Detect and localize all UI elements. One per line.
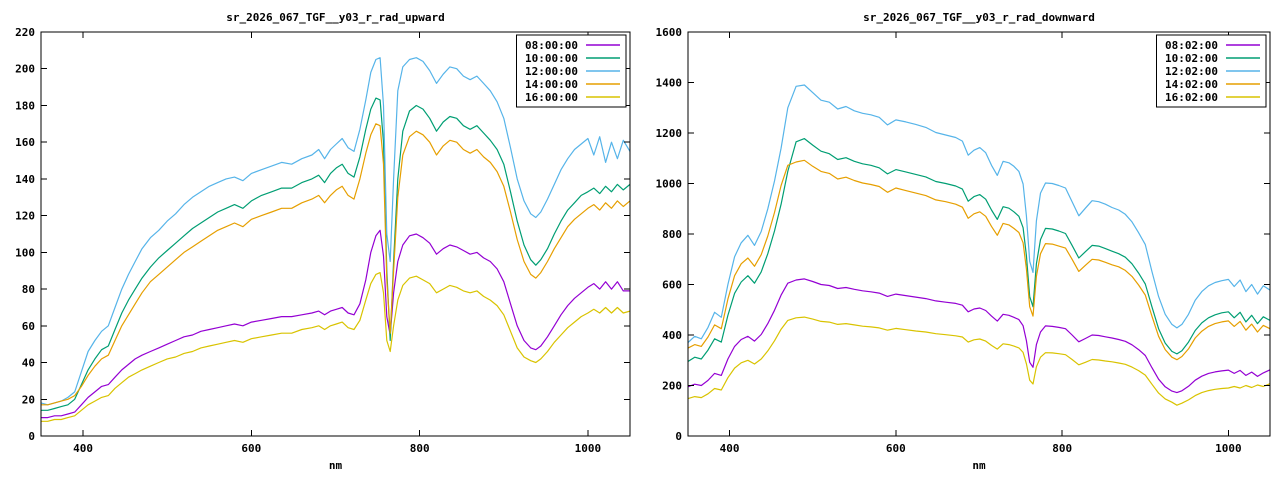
- y-tick-label: 60: [22, 320, 35, 333]
- y-tick-label: 1600: [656, 26, 683, 39]
- y-tick-label: 20: [22, 393, 35, 406]
- chart-panel-downward: sr_2026_067_TGF__y03_r_rad_downward 400 60…: [640, 0, 1280, 480]
- x-tick-label: 800: [1052, 442, 1072, 455]
- y-tick-label: 180: [15, 99, 35, 112]
- y-tick-label: 1200: [656, 127, 683, 140]
- legend-label: 10:00:00: [525, 52, 578, 65]
- y-tick-label: 200: [662, 380, 682, 393]
- y-tick-label: 140: [15, 173, 35, 186]
- plots-root: sr_2026_067_TGF__y03_r_rad_upward4006008…: [0, 0, 1280, 480]
- x-tick-label: 600: [241, 442, 261, 455]
- y-tick-label: 200: [15, 63, 35, 76]
- y-tick-label: 400: [662, 329, 682, 342]
- y-tick-label: 1000: [656, 178, 683, 191]
- legend-label: 14:00:00: [525, 78, 578, 91]
- chart-title: sr_2026_067_TGF__y03_r_rad_downward: [863, 11, 1095, 24]
- legend-label: 10:02:00: [1165, 52, 1218, 65]
- x-axis-label: nm: [329, 459, 343, 472]
- chart-downward: sr_2026_067_TGF__y03_r_rad_downward 400 60…: [640, 0, 1280, 480]
- y-tick-label: 120: [15, 210, 35, 223]
- x-tick-label: 800: [410, 442, 430, 455]
- y-tick-label: 220: [15, 26, 35, 39]
- x-tick-label: 400: [720, 442, 740, 455]
- legend-label: 08:00:00: [525, 39, 578, 52]
- legend-label: 08:02:00: [1165, 39, 1218, 52]
- y-tick-label: 0: [28, 430, 35, 443]
- y-tick-label: 100: [15, 246, 35, 259]
- chart-panel-upward: sr_2026_067_TGF__y03_r_rad_upward4006008…: [0, 0, 640, 480]
- y-tick-label: 160: [15, 136, 35, 149]
- x-axis-label: nm: [972, 459, 986, 472]
- legend-label: 16:02:00: [1165, 91, 1218, 104]
- y-tick-label: 1400: [656, 77, 683, 90]
- legend-label: 12:00:00: [525, 65, 578, 78]
- x-tick-label: 600: [886, 442, 906, 455]
- y-tick-label: 0: [675, 430, 682, 443]
- x-tick-label: 400: [73, 442, 93, 455]
- chart-title: sr_2026_067_TGF__y03_r_rad_upward: [226, 11, 445, 24]
- legend-label: 14:02:00: [1165, 78, 1218, 91]
- legend-label: 16:00:00: [525, 91, 578, 104]
- x-tick-label: 1000: [1215, 442, 1242, 455]
- y-tick-label: 600: [662, 279, 682, 292]
- y-tick-label: 40: [22, 357, 35, 370]
- chart-upward: sr_2026_067_TGF__y03_r_rad_upward4006008…: [0, 0, 640, 480]
- x-tick-label: 1000: [575, 442, 602, 455]
- y-tick-label: 80: [22, 283, 35, 296]
- legend-label: 12:02:00: [1165, 65, 1218, 78]
- y-tick-label: 800: [662, 228, 682, 241]
